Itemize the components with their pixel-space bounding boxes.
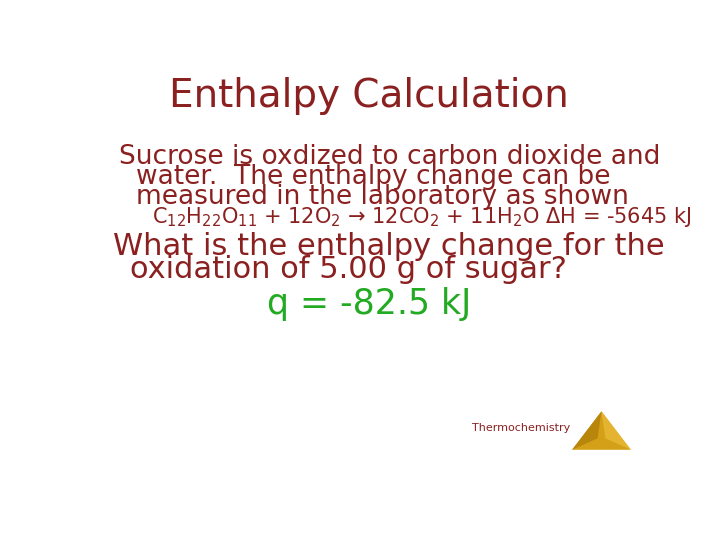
Text: Thermochemistry: Thermochemistry bbox=[472, 423, 570, 433]
Polygon shape bbox=[572, 411, 631, 450]
Text: $\mathregular{C_{12}H_{22}O_{11}}$ + 12O$\mathregular{_2}$ → 12CO$\mathregular{_: $\mathregular{C_{12}H_{22}O_{11}}$ + 12O… bbox=[152, 205, 691, 229]
Polygon shape bbox=[572, 411, 601, 450]
Text: Sucrose is oxdized to carbon dioxide and: Sucrose is oxdized to carbon dioxide and bbox=[120, 144, 661, 170]
Text: q = -82.5 kJ: q = -82.5 kJ bbox=[267, 287, 471, 321]
Text: What is the enthalpy change for the: What is the enthalpy change for the bbox=[113, 232, 665, 261]
Text: oxidation of 5.00 g of sugar?: oxidation of 5.00 g of sugar? bbox=[130, 255, 567, 284]
Text: water.  The enthalpy change can be: water. The enthalpy change can be bbox=[137, 164, 611, 190]
Polygon shape bbox=[601, 411, 631, 450]
Text: measured in the laboratory as shown: measured in the laboratory as shown bbox=[137, 184, 629, 210]
Text: Enthalpy Calculation: Enthalpy Calculation bbox=[169, 77, 569, 114]
